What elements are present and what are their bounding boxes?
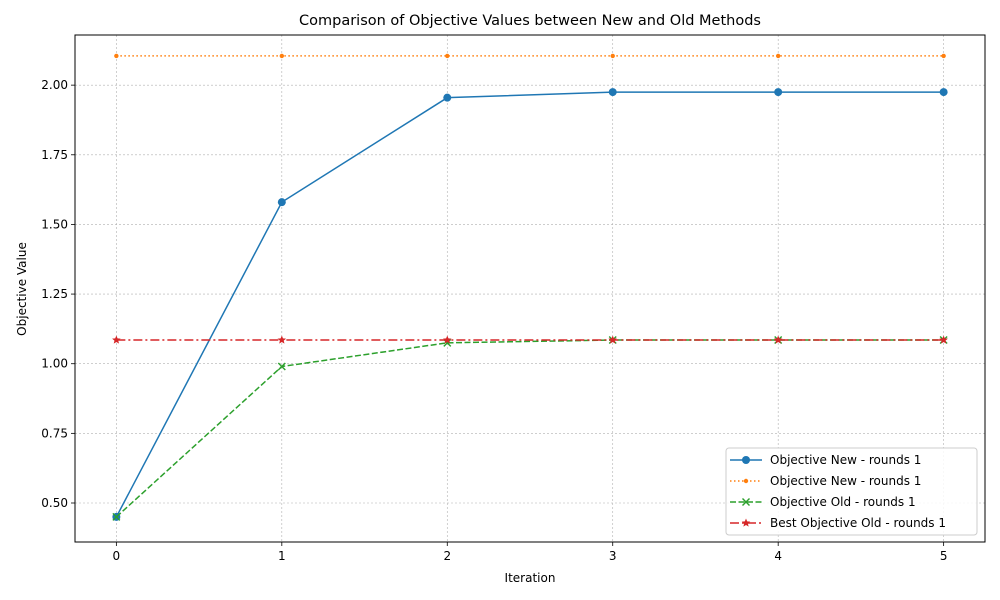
series-4 [112,335,948,344]
x-tick-label: 1 [278,549,286,563]
x-tick-label: 3 [609,549,617,563]
y-tick-label: 0.50 [41,496,68,510]
data-point [277,335,287,344]
x-tick-label: 0 [113,549,121,563]
axis-ticks: 0 1 2 3 4 5 0.50 0.75 1.00 1.25 1.50 1.75 2.00 [41,78,947,563]
data-point [277,198,286,207]
chart-title: Comparison of Objective Values between N… [299,13,761,29]
legend: Objective New - rounds 1 Objective New - … [725,447,978,536]
data-point [112,512,121,521]
marker-stroke [112,512,121,521]
legend-label: Best Objective Old - rounds 1 [770,516,946,530]
legend-label: Objective Old - rounds 1 [770,495,916,509]
marker-stroke [277,362,286,371]
legend-marker [741,518,751,527]
legend-box [725,447,978,536]
y-tick-label: 1.25 [41,287,68,301]
series-1 [112,88,948,521]
data-point [279,53,285,59]
legend-label: Objective New - rounds 1 [770,453,921,467]
legend-item: Best Objective Old - rounds 1 [730,516,946,530]
data-point [608,335,618,344]
data-point [774,88,783,97]
x-tick-label: 4 [774,549,782,563]
grid [75,35,985,542]
data-point [610,53,615,59]
series-3 [112,336,948,521]
series-2 [114,53,946,59]
x-tick-label: 2 [443,549,451,563]
data-point [608,88,617,97]
y-tick-label: 2.00 [41,78,68,92]
data-point [775,53,781,59]
y-tick-label: 1.00 [41,357,68,371]
series-line [115,91,944,518]
data-point [445,53,450,59]
series-layer [112,53,948,521]
series-line [115,339,944,518]
legend-marker [743,478,749,484]
marker-stroke [443,338,452,347]
data-point [939,88,948,97]
data-point [114,53,119,59]
legend-marker [742,498,750,506]
data-point [443,93,452,102]
legend-marker [742,456,750,464]
marker-stroke [742,498,750,506]
data-point [941,53,946,59]
data-point [112,335,121,344]
legend-item: Objective Old - rounds 1 [730,495,916,509]
data-point [773,335,783,344]
legend-label: Objective New - rounds 1 [770,474,921,488]
plot-frame [74,34,986,543]
data-point [442,335,452,344]
data-point [277,362,286,371]
x-tick-label: 5 [940,549,948,563]
y-axis-label: Objective Value [15,242,29,336]
y-tick-label: 0.75 [41,426,68,440]
legend-item: Objective New - rounds 1 [730,453,921,467]
y-tick-label: 1.50 [41,217,68,231]
data-point [939,335,948,344]
y-tick-label: 1.75 [41,148,68,162]
x-axis-label: Iteration [505,571,556,585]
legend-item: Objective New - rounds 1 [730,474,921,488]
